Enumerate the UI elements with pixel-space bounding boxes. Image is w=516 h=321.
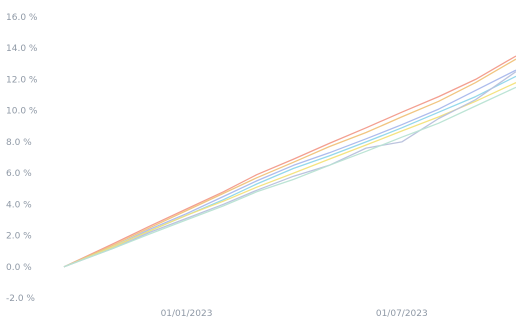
y-tick-label: 0.0 % [6, 263, 32, 273]
y-tick-label: 12.0 % [6, 75, 38, 85]
y-axis-tick-labels: -2.0 % 0.0 % 2.0 % 4.0 % 6.0 % 8.0 % 10.0 % 12.… [6, 13, 38, 304]
x-tick-label: 01/07/2023 [376, 309, 428, 319]
x-tick-label: 01/01/2023 [161, 309, 213, 319]
y-tick-label: 4.0 % [6, 200, 32, 210]
series-line-3 [63, 69, 516, 268]
y-tick-label: -2.0 % [6, 294, 35, 304]
series-line-5 [63, 82, 516, 268]
y-tick-label: 8.0 % [6, 138, 32, 148]
y-tick-label: 14.0 % [6, 44, 38, 54]
series-line-2 [63, 58, 516, 268]
y-tick-label: 6.0 % [6, 169, 32, 179]
y-tick-label: 2.0 % [6, 232, 32, 242]
y-tick-label: 10.0 % [6, 107, 38, 117]
series-line-6 [63, 71, 516, 268]
x-axis-tick-labels: 01/01/2023 01/07/2023 [161, 309, 428, 319]
series-layer [63, 55, 516, 268]
series-line-1 [63, 55, 516, 268]
y-tick-label: 16.0 % [6, 13, 38, 23]
series-line-7 [63, 86, 516, 268]
